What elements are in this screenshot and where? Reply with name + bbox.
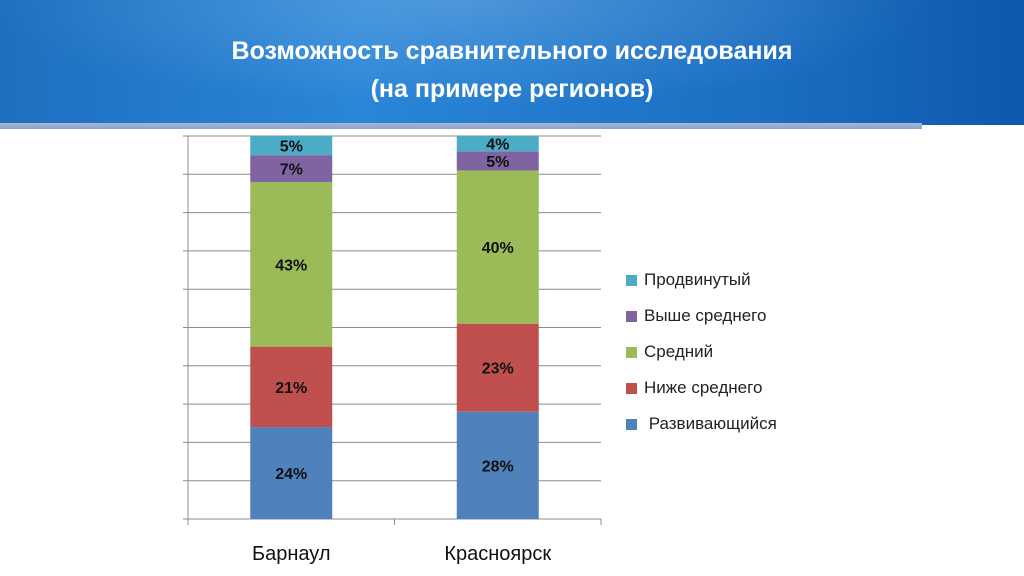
title-line-1: Возможность сравнительного исследования	[231, 37, 793, 65]
slide-title: Возможность сравнительного исследования …	[0, 32, 1024, 108]
legend-label: Выше среднего	[644, 306, 767, 325]
data-label: 40%	[482, 240, 514, 257]
bar-segment	[250, 155, 333, 182]
chart-axis: Барнаул Красноярск	[183, 135, 602, 565]
legend-label: Средний	[644, 342, 714, 361]
data-label: 43%	[275, 257, 307, 274]
chart-gridlines	[188, 135, 601, 520]
data-label: 7%	[280, 162, 303, 179]
category-label: Красноярск	[444, 543, 551, 565]
legend-item: Выше среднего	[626, 298, 777, 334]
bar-segment	[250, 346, 333, 428]
legend-swatch	[626, 346, 637, 358]
data-label: 4%	[486, 137, 509, 154]
bar-segment	[456, 411, 539, 519]
legend-item: Продвинутый	[626, 262, 777, 298]
bar-segment	[250, 136, 333, 156]
legend-swatch	[626, 310, 637, 322]
data-label: 28%	[482, 458, 514, 475]
bar-segment	[456, 151, 539, 171]
data-label: 5%	[280, 139, 303, 156]
legend-item: Ниже среднего	[626, 370, 777, 406]
legend-item: Средний	[626, 334, 777, 370]
bar-segment	[456, 170, 539, 324]
data-label: 5%	[486, 154, 509, 171]
bar-segment	[456, 323, 539, 412]
legend-swatch	[626, 418, 637, 430]
data-label: 24%	[275, 466, 307, 483]
title-banner: Возможность сравнительного исследования …	[0, 0, 1024, 125]
legend-label: Развивающийся	[644, 414, 777, 433]
legend-item: Развивающийся	[626, 406, 777, 442]
chart-bars	[250, 136, 539, 519]
bar-segment	[250, 181, 333, 347]
header-divider	[0, 123, 922, 129]
chart-data-labels: 24%21%43%7%5%28%23%40%5%4%	[275, 137, 514, 483]
title-line-2: (на примере регионов)	[370, 75, 654, 103]
chart-legend: Продвинутый Выше среднего Средний Ниже сред…	[626, 262, 777, 442]
category-label: Барнаул	[252, 543, 331, 565]
data-label: 21%	[275, 380, 307, 397]
data-label: 23%	[482, 361, 514, 378]
legend-label: Продвинутый	[644, 270, 751, 289]
legend-label: Ниже среднего	[644, 378, 763, 397]
bar-segment	[250, 427, 333, 519]
bar-segment	[456, 136, 539, 152]
legend-swatch	[626, 274, 637, 286]
legend-swatch	[626, 382, 637, 394]
